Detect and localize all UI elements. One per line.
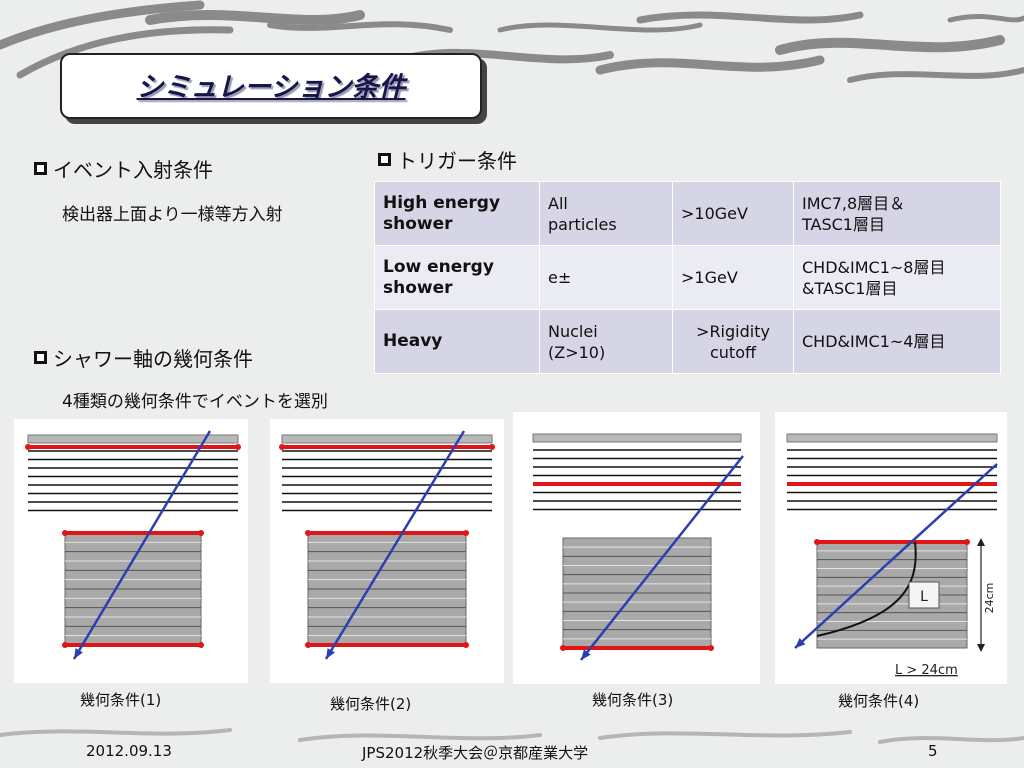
event-condition-bullet: イベント入射条件: [34, 154, 213, 183]
detector-diagram: [25, 430, 241, 660]
chd-layer: [281, 434, 493, 444]
cell-line: High energy: [383, 192, 501, 213]
shower-axis-track: [580, 455, 744, 661]
cell-line: Heavy: [383, 331, 443, 351]
cell-line: CHD&IMC1~8層目: [802, 257, 946, 277]
cell-line: IMC7,8層目＆: [802, 193, 906, 213]
trigger-condition-heading: トリガー条件: [397, 149, 517, 173]
square-bullet-icon: [34, 351, 47, 364]
slide-title: シミュレーション条件: [136, 72, 406, 103]
square-bullet-icon: [34, 162, 47, 175]
dimension-arrow-down: [977, 644, 985, 652]
chd-layer: [786, 433, 998, 443]
geometry-panel-2: [270, 419, 504, 683]
geometry-panel-4: L 24cm L > 24cm: [775, 412, 1007, 684]
table-row: Heavy Nuclei (Z>10) >Rigidity cutoff CHD&I…: [374, 309, 1001, 374]
layer-end-dot: [62, 642, 68, 648]
shower-axis-track: [72, 430, 212, 660]
cell-line: TASC1層目: [802, 214, 885, 234]
length-condition-label: L > 24cm: [895, 663, 958, 678]
length-label-box: [908, 581, 940, 609]
layer-cell: CHD&IMC1~8層目 &TASC1層目: [793, 245, 1001, 310]
layer-end-dot: [964, 539, 970, 545]
event-condition-text: 検出器上面より一様等方入射: [62, 205, 283, 225]
cell-line: (Z>10): [548, 342, 606, 362]
track-arrowhead: [795, 638, 806, 648]
geometry-caption-1: 幾何条件(1): [80, 691, 162, 709]
cell-line: All: [548, 193, 568, 213]
footer-page-number: 5: [928, 742, 938, 760]
energy-cell: >10GeV: [672, 181, 794, 246]
shower-axis-track: [324, 430, 466, 660]
cell-line: CHD&IMC1~4層目: [802, 332, 946, 351]
cell-line: shower: [383, 277, 453, 298]
track-arrowhead: [326, 648, 335, 659]
trigger-name-cell: High energy shower: [374, 181, 540, 246]
event-condition-heading: イベント入射条件: [53, 158, 213, 182]
shower-axis-track: [794, 463, 998, 649]
cell-line: >10GeV: [681, 204, 748, 223]
layer-end-dot: [489, 444, 495, 450]
layer-end-dot: [463, 642, 469, 648]
length-label: L: [920, 589, 928, 605]
detector-diagram: [532, 433, 744, 661]
geometry-caption-2: 幾何条件(2): [330, 695, 412, 713]
chd-layer: [532, 433, 742, 443]
track-arrowhead: [581, 649, 591, 660]
shower-geometry-text: 4種類の幾何条件でイベントを選別: [62, 392, 328, 412]
layer-end-dot: [198, 530, 204, 536]
geometry-panel-1: [14, 419, 248, 683]
geometry-caption-4: 幾何条件(4): [838, 692, 920, 710]
cell-line: particles: [548, 214, 617, 234]
chd-layer: [27, 434, 239, 444]
energy-cell: >1GeV: [672, 245, 794, 310]
layer-end-dot: [279, 444, 285, 450]
shower-geometry-bullet: シャワー軸の幾何条件: [34, 343, 253, 372]
cell-line: >Rigidity: [696, 321, 770, 341]
layer-end-dot: [814, 539, 820, 545]
path-length-curve: [816, 541, 917, 637]
layer-end-dot: [708, 645, 714, 651]
layer-end-dot: [62, 530, 68, 536]
geometry-caption-3: 幾何条件(3): [592, 691, 674, 709]
layer-end-dot: [25, 444, 31, 450]
cell-line: Low energy: [383, 256, 494, 277]
cell-line: shower: [383, 213, 453, 234]
depth-label: 24cm: [983, 583, 996, 614]
track-arrowhead: [74, 648, 83, 659]
layer-cell: CHD&IMC1~4層目: [793, 309, 1001, 374]
particle-cell: Nuclei (Z>10): [539, 309, 673, 374]
layer-end-dot: [305, 642, 311, 648]
footer-conference: JPS2012秋季大会＠京都産業大学: [362, 744, 589, 762]
trigger-condition-bullet: トリガー条件: [378, 145, 517, 174]
square-bullet-icon: [378, 153, 391, 166]
cell-line: >1GeV: [681, 268, 738, 287]
detector-diagram: L 24cm L > 24cm: [786, 433, 998, 678]
layer-end-dot: [463, 530, 469, 536]
cell-line: cutoff: [709, 342, 757, 362]
slide-title-box: シミュレーション条件: [60, 53, 482, 119]
detector-diagram: [279, 430, 495, 660]
geometry-panel-3: [513, 412, 760, 684]
layer-end-dot: [198, 642, 204, 648]
table-row: High energy shower All particles >10GeV IM…: [374, 181, 1001, 246]
layer-end-dot: [305, 530, 311, 536]
trigger-table: High energy shower All particles >10GeV IM…: [374, 181, 1001, 374]
layer-cell: IMC7,8層目＆ TASC1層目: [793, 181, 1001, 246]
trigger-name-cell: Low energy shower: [374, 245, 540, 310]
footer-date: 2012.09.13: [86, 742, 172, 760]
dimension-arrow-up: [977, 538, 985, 546]
trigger-name-cell: Heavy: [374, 309, 540, 374]
layer-end-dot: [235, 444, 241, 450]
particle-cell: All particles: [539, 181, 673, 246]
cell-line: &TASC1層目: [802, 278, 898, 298]
table-row: Low energy shower e± >1GeV CHD&IMC1~8層目 &T…: [374, 245, 1001, 310]
energy-cell: >Rigidity cutoff: [672, 309, 794, 374]
particle-cell: e±: [539, 245, 673, 310]
shower-geometry-heading: シャワー軸の幾何条件: [53, 347, 253, 371]
cell-line: Nuclei: [548, 321, 598, 341]
layer-end-dot: [560, 645, 566, 651]
cell-line: e±: [548, 268, 572, 287]
